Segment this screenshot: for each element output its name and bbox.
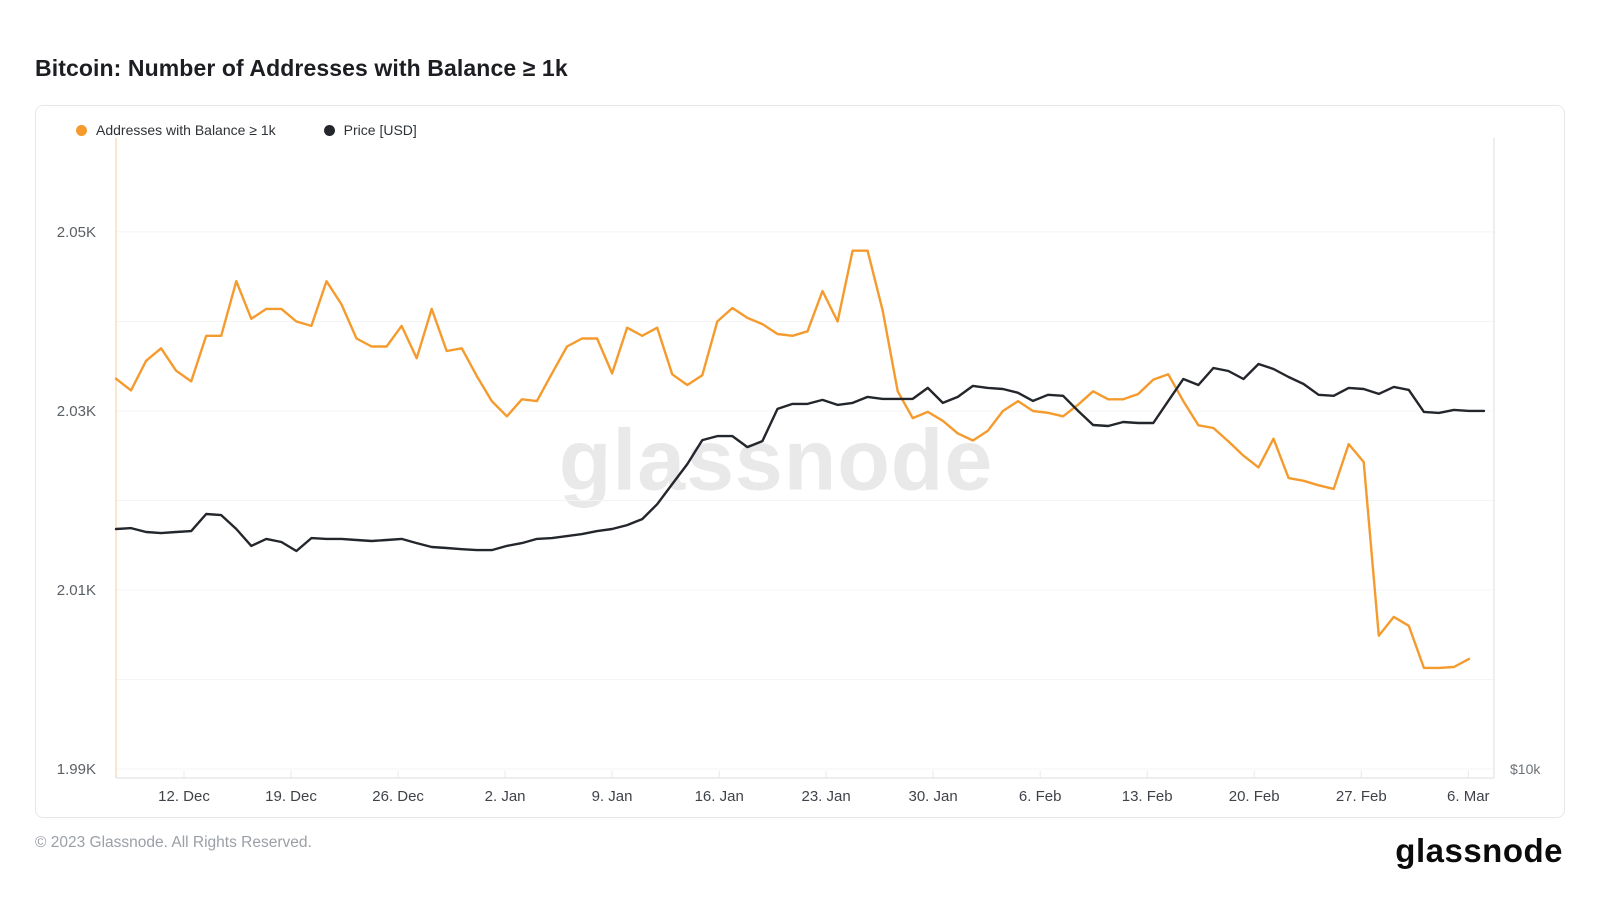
svg-text:9. Jan: 9. Jan (592, 788, 633, 805)
svg-text:12. Dec: 12. Dec (158, 788, 210, 805)
line-chart: 2.05K 2.03K 2.01K 1.99K 12. Dec 19. Dec 26. De… (57, 138, 1541, 805)
svg-text:1.99K: 1.99K (57, 761, 96, 778)
svg-text:2. Jan: 2. Jan (485, 788, 526, 805)
legend-item-addresses[interactable]: Addresses with Balance ≥ 1k (76, 122, 276, 138)
chart-card: Addresses with Balance ≥ 1k Price [USD] … (35, 105, 1565, 818)
price-series-dot-icon (323, 124, 335, 136)
svg-text:20. Feb: 20. Feb (1229, 788, 1280, 805)
svg-text:$10k: $10k (1510, 761, 1541, 777)
svg-text:13. Feb: 13. Feb (1122, 788, 1173, 805)
svg-text:6. Mar: 6. Mar (1447, 788, 1490, 805)
svg-text:30. Jan: 30. Jan (908, 788, 957, 805)
svg-text:26. Dec: 26. Dec (372, 788, 424, 805)
svg-text:23. Jan: 23. Jan (801, 788, 850, 805)
page-title: Bitcoin: Number of Addresses with Balanc… (35, 55, 568, 82)
svg-text:27. Feb: 27. Feb (1336, 788, 1387, 805)
svg-text:2.03K: 2.03K (57, 403, 96, 420)
addresses-series-dot-icon (76, 124, 87, 136)
svg-text:2.05K: 2.05K (57, 224, 96, 241)
legend-item-price[interactable]: Price [USD] (323, 122, 417, 138)
footer-copyright: © 2023 Glassnode. All Rights Reserved. (35, 834, 312, 851)
svg-text:16. Jan: 16. Jan (695, 788, 744, 805)
svg-text:19. Dec: 19. Dec (265, 788, 317, 805)
svg-text:6. Feb: 6. Feb (1019, 788, 1062, 805)
svg-text:2.01K: 2.01K (57, 582, 96, 599)
glassnode-logo: glassnode (1395, 832, 1563, 869)
legend-item-price-label: Price [USD] (343, 122, 417, 138)
legend-item-addresses-label: Addresses with Balance ≥ 1k (96, 122, 276, 138)
chart-legend: Addresses with Balance ≥ 1k Price [USD] (76, 122, 417, 138)
